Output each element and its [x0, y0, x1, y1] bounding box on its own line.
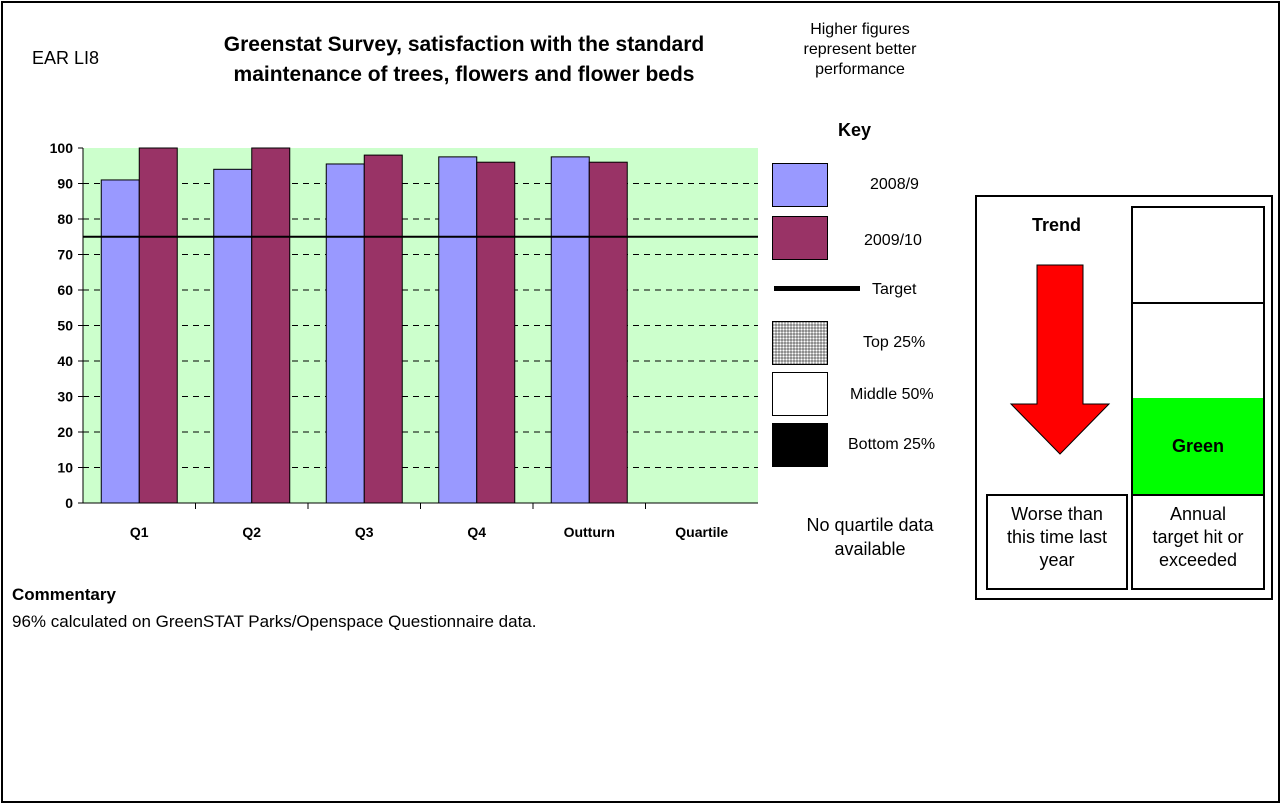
bar-series2	[476, 161, 516, 504]
y-tick-label: 70	[57, 247, 73, 263]
rag-status-label: Green	[1171, 435, 1225, 456]
bar-series1	[213, 168, 253, 504]
y-tick-label: 60	[57, 282, 73, 298]
y-tick-label: 100	[50, 140, 74, 156]
key-swatch-top-25	[772, 321, 828, 365]
key-swatch-middle-50	[772, 372, 828, 416]
commentary-text: 96% calculated on GreenSTAT Parks/Opensp…	[12, 612, 537, 631]
key-swatch-2009-10	[772, 216, 828, 260]
performance-note-line1: Higher figures	[810, 21, 910, 38]
y-tick-label: 50	[57, 318, 73, 334]
y-tick-label: 0	[65, 495, 73, 511]
performance-note-line2: represent better	[803, 41, 917, 58]
rag-line1: Annual	[1169, 504, 1227, 524]
trend-line2: this time last	[1006, 527, 1108, 547]
y-tick-label: 80	[57, 211, 73, 227]
chart-title-line1: Greenstat Survey, satisfaction with the …	[223, 33, 705, 56]
rag-description: Annual target hit or exceeded	[1131, 494, 1265, 590]
key-swatch-bottom-25	[772, 423, 828, 467]
y-tick-label: 90	[57, 176, 73, 192]
status-panel	[975, 195, 1273, 600]
y-tick-label: 20	[57, 424, 73, 440]
rag-status-indicator: Green	[1131, 206, 1265, 496]
rag-status-green: Green	[1133, 398, 1263, 494]
trend-heading: Trend	[1032, 215, 1082, 235]
trend-line1: Worse than	[1011, 504, 1103, 524]
bar-series2	[363, 154, 403, 504]
bar-series1	[100, 179, 140, 504]
y-tick-label: 10	[57, 460, 73, 476]
x-tick-label: Q2	[242, 524, 261, 540]
trend-description: Worse than this time last year	[986, 494, 1128, 590]
x-tick-label: Q3	[355, 524, 374, 540]
bar-series2	[251, 147, 291, 504]
x-tick-label: Outturn	[564, 524, 615, 540]
bar-chart: 0 10 20 30 40 50 60 70 80 90 100 Q1 Q2 Q3 Q4 Outturn Qua…	[50, 140, 758, 540]
performance-note-line3: performance	[815, 61, 905, 78]
rag-line3: exceeded	[1158, 550, 1238, 570]
key-heading: Key	[838, 120, 872, 140]
key-label-target: Target	[872, 281, 917, 298]
quartile-note-line2: available	[834, 539, 906, 559]
bar-series2	[588, 161, 628, 504]
rag-line2: target hit or	[1152, 527, 1244, 547]
rag-divider-upper	[1133, 302, 1263, 304]
y-tick-label: 30	[57, 389, 73, 405]
performance-note: Higher figures represent better performa…	[760, 20, 960, 80]
bar-series2	[138, 147, 178, 504]
chart-title-line2: maintenance of trees, flowers and flower…	[233, 63, 695, 86]
bar-series1	[325, 163, 365, 504]
trend-down-arrow-icon	[1009, 264, 1111, 455]
key-label-bottom-25: Bottom 25%	[848, 436, 936, 453]
x-tick-label: Q4	[467, 524, 486, 540]
y-tick-label: 40	[57, 353, 73, 369]
key-label-top-25: Top 25%	[863, 334, 926, 351]
quartile-note-line1: No quartile data	[806, 515, 934, 535]
x-tick-label: Quartile	[675, 524, 728, 540]
bar-series1	[550, 156, 590, 504]
bar-series1	[438, 156, 478, 504]
quartile-note: No quartile data available	[770, 513, 970, 561]
chart-title: Greenstat Survey, satisfaction with the …	[150, 30, 778, 90]
key-target-line	[774, 286, 860, 291]
x-tick-label: Q1	[130, 524, 149, 540]
key-label-2009-10: 2009/10	[864, 232, 922, 249]
commentary-heading: Commentary	[12, 585, 116, 604]
key-swatch-2008-9	[772, 163, 828, 207]
indicator-code: EAR LI8	[32, 48, 100, 68]
trend-line3: year	[1039, 550, 1075, 570]
key-label-2008-9: 2008/9	[870, 176, 919, 193]
key-label-middle-50: Middle 50%	[850, 386, 934, 403]
